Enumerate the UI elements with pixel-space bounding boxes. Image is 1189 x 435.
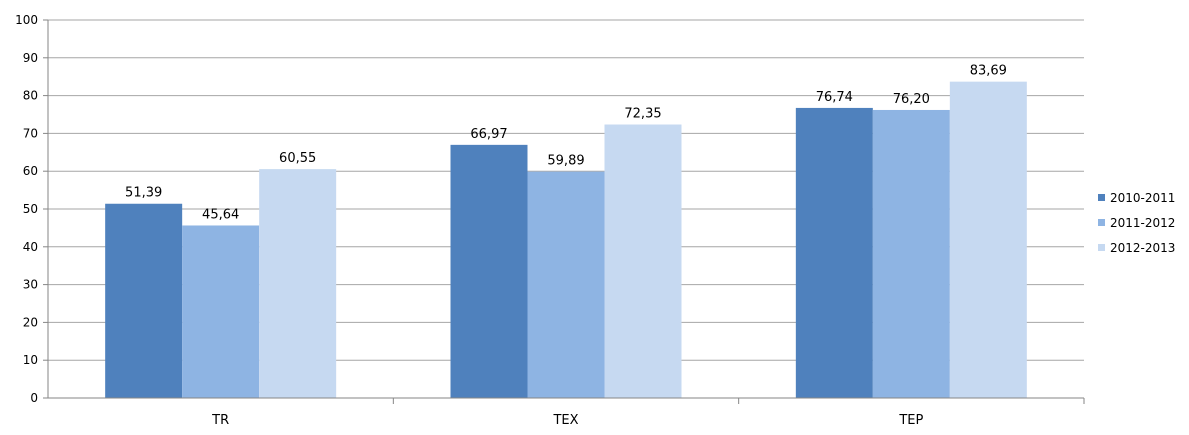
y-tick-label: 60 bbox=[23, 164, 38, 178]
data-label: 59,89 bbox=[547, 154, 584, 169]
bar bbox=[259, 169, 337, 398]
legend-swatch bbox=[1098, 244, 1105, 251]
y-tick-label: 10 bbox=[23, 353, 38, 367]
y-tick-label: 20 bbox=[23, 315, 38, 329]
data-label: 76,74 bbox=[816, 90, 853, 105]
y-tick-label: 90 bbox=[23, 51, 38, 65]
y-tick-label: 100 bbox=[15, 13, 38, 27]
legend-swatch bbox=[1098, 219, 1105, 226]
y-tick-label: 0 bbox=[30, 391, 38, 405]
y-tick-label: 30 bbox=[23, 278, 38, 292]
legend-label: 2010-2011 bbox=[1110, 191, 1175, 205]
bar bbox=[527, 171, 605, 398]
data-label: 66,97 bbox=[470, 127, 507, 142]
bar bbox=[949, 81, 1027, 399]
data-label: 45,64 bbox=[202, 207, 239, 222]
y-tick-label: 40 bbox=[23, 240, 38, 254]
x-axis: TR TEX TEP bbox=[48, 397, 1085, 428]
legend-label: 2012-2013 bbox=[1110, 241, 1175, 255]
bar bbox=[450, 144, 528, 398]
data-label: 83,69 bbox=[970, 64, 1007, 79]
y-tick-label: 70 bbox=[23, 126, 38, 140]
bar bbox=[872, 109, 950, 399]
y-axis: 0 10 20 30 40 50 60 70 80 90 100 bbox=[15, 13, 49, 405]
bars: 51,39 45,64 60,55 66,97 59,89 72,35 76,74 76,20… bbox=[105, 64, 1027, 399]
x-tick-label: TR bbox=[211, 413, 229, 428]
data-label: 72,35 bbox=[624, 107, 661, 122]
bar bbox=[795, 107, 873, 399]
data-label: 76,20 bbox=[893, 92, 930, 107]
bar bbox=[105, 203, 183, 398]
legend-swatch bbox=[1098, 194, 1105, 201]
bar bbox=[604, 124, 682, 398]
data-label: 51,39 bbox=[125, 186, 162, 201]
x-tick-label: TEP bbox=[898, 413, 923, 428]
legend-label: 2011-2012 bbox=[1110, 216, 1175, 230]
bar bbox=[182, 225, 260, 398]
y-tick-label: 80 bbox=[23, 89, 38, 103]
x-tick-label: TEX bbox=[552, 413, 578, 428]
legend: 2010-2011 2011-2012 2012-2013 bbox=[1098, 191, 1175, 255]
y-tick-label: 50 bbox=[23, 202, 38, 216]
data-label: 60,55 bbox=[279, 151, 316, 166]
